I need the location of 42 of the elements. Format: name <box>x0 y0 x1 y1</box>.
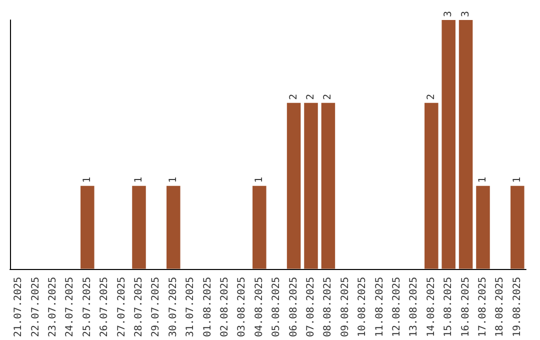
x-tick-label: 09.08.2025 <box>340 276 351 338</box>
x-tick-label: 29.07.2025 <box>150 276 162 338</box>
x-tick-label: 28.07.2025 <box>134 276 144 338</box>
data-label: 1 <box>82 176 93 183</box>
x-tick-label: 03.08.2025 <box>236 276 248 338</box>
x-tick-label: 05.08.2025 <box>271 276 282 338</box>
x-tick-label: 22.07.2025 <box>30 276 42 338</box>
x-tick-label: 16.08.2025 <box>460 276 472 338</box>
data-label: 3 <box>443 10 454 17</box>
x-tick-label: 04.08.2025 <box>254 276 265 338</box>
data-label: 1 <box>254 176 265 183</box>
data-label: 1 <box>168 176 179 183</box>
x-tick-label: 30.07.2025 <box>168 276 179 338</box>
x-tick-label: 07.08.2025 <box>306 276 316 338</box>
x-tick-label: 18.08.2025 <box>494 276 506 338</box>
data-label: 1 <box>134 176 144 183</box>
data-label: 3 <box>460 10 472 17</box>
x-tick-label: 14.08.2025 <box>426 276 437 338</box>
data-label: 1 <box>512 176 523 183</box>
x-tick-label: 26.07.2025 <box>99 276 110 338</box>
data-label: 2 <box>426 94 437 100</box>
x-tick-label: 02.08.2025 <box>220 276 230 338</box>
x-tick-label: 12.08.2025 <box>392 276 402 338</box>
x-tick-label: 11.08.2025 <box>374 276 386 338</box>
x-tick-label: 06.08.2025 <box>288 276 300 338</box>
x-tick-label: 08.08.2025 <box>322 276 334 338</box>
data-label: 2 <box>322 94 334 100</box>
x-tick-label: 19.08.2025 <box>512 276 523 338</box>
x-tick-label: 21.07.2025 <box>13 276 24 338</box>
x-tick-label: 17.08.2025 <box>478 276 488 338</box>
x-tick-label: 13.08.2025 <box>408 276 420 338</box>
data-label: 1 <box>478 176 488 183</box>
x-tick-label: 31.07.2025 <box>185 276 196 338</box>
data-label: 2 <box>306 94 316 100</box>
x-tick-label: 10.08.2025 <box>357 276 368 338</box>
x-tick-label: 23.07.2025 <box>48 276 58 338</box>
x-tick-label: 15.08.2025 <box>443 276 454 338</box>
x-tick-label: 25.07.2025 <box>82 276 93 338</box>
data-label: 2 <box>288 94 300 100</box>
x-tick-label: 27.07.2025 <box>116 276 128 338</box>
x-tick-label: 01.08.2025 <box>202 276 214 338</box>
x-tick-label: 24.07.2025 <box>64 276 76 338</box>
